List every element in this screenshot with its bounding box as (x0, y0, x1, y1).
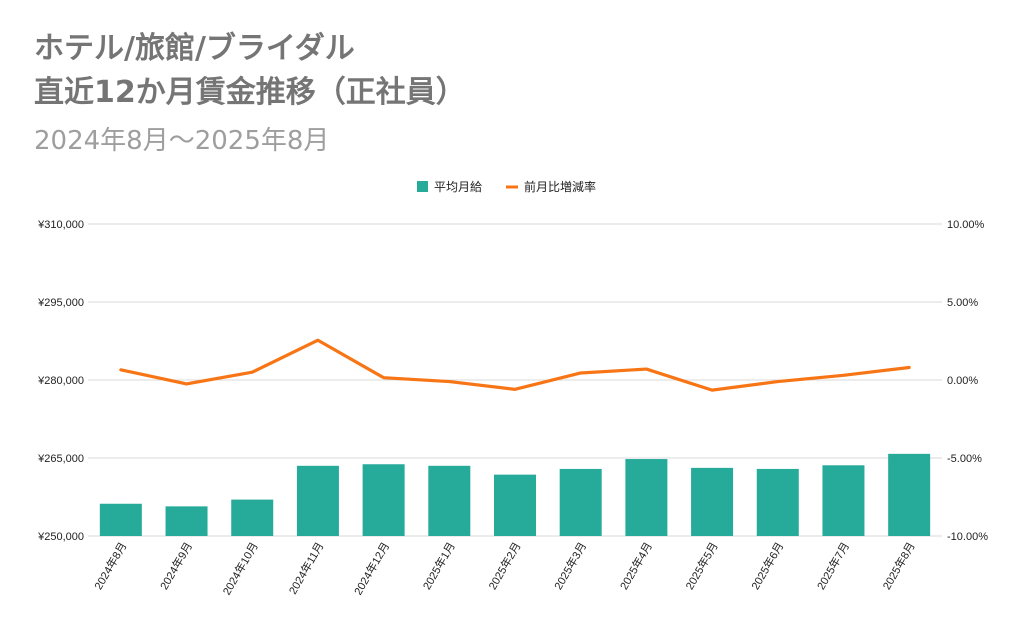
bar (494, 474, 536, 536)
line-series (119, 338, 911, 392)
y-left-tick: ¥250,000 (37, 531, 84, 543)
x-tick: 2025年5月 (682, 540, 720, 593)
bar (362, 464, 405, 536)
chart-title-line-2: 直近12か月賃金推移（正社員） (34, 75, 466, 110)
y-right-tick: -10.00% (947, 531, 988, 543)
x-tick: 2025年6月 (748, 540, 786, 593)
bar (625, 459, 668, 536)
y-left-tick: ¥265,000 (37, 453, 84, 465)
x-tick: 2024年8月 (91, 540, 129, 593)
x-tick: 2024年11月 (285, 540, 326, 597)
line-path (119, 338, 911, 392)
bar (691, 467, 734, 536)
x-tick: 2025年7月 (814, 540, 852, 593)
y-axis-right: -10.00% -5.00% 0.00% 5.00% 10.00% (947, 219, 988, 543)
y-axis-left: ¥250,000 ¥265,000 ¥280,000 ¥295,000 ¥310,000 (37, 219, 84, 543)
bar (822, 465, 865, 536)
chart-subtitle: 2024年8月～2025年8月 (34, 126, 330, 156)
bar (296, 465, 339, 536)
y-right-tick: 10.00% (947, 219, 985, 231)
bar (231, 499, 274, 536)
x-tick: 2025年2月 (485, 540, 523, 593)
legend-label-line: 前月比増減率 (524, 179, 596, 194)
legend-swatch-bar (417, 181, 428, 192)
bar (428, 465, 471, 536)
bar (165, 506, 208, 536)
x-tick: 2024年12月 (351, 540, 392, 598)
bar (99, 503, 142, 536)
x-tick: 2024年9月 (157, 540, 195, 593)
y-left-tick: ¥295,000 (37, 297, 84, 309)
bar (888, 453, 931, 536)
y-left-tick: ¥280,000 (37, 375, 84, 387)
x-tick: 2025年8月 (879, 540, 917, 593)
x-tick: 2025年3月 (551, 540, 589, 593)
y-right-tick: -5.00% (947, 453, 982, 465)
bar-series (99, 453, 931, 536)
x-tick: 2024年10月 (219, 540, 260, 598)
y-left-tick: ¥310,000 (37, 219, 84, 231)
legend: 平均月給 前月比増減率 (417, 179, 596, 194)
x-axis: 2024年8月 2024年9月 2024年10月 2024年11月 2024年12月 20… (91, 540, 918, 598)
x-tick: 2025年4月 (617, 540, 655, 593)
bar (756, 468, 799, 536)
y-right-tick: 5.00% (947, 297, 978, 309)
x-tick: 2025年1月 (419, 540, 457, 593)
legend-label-bar: 平均月給 (434, 180, 482, 194)
y-right-tick: 0.00% (947, 375, 978, 387)
chart-title-line-1: ホテル/旅館/ブライダル (34, 31, 355, 66)
bar (559, 468, 602, 536)
